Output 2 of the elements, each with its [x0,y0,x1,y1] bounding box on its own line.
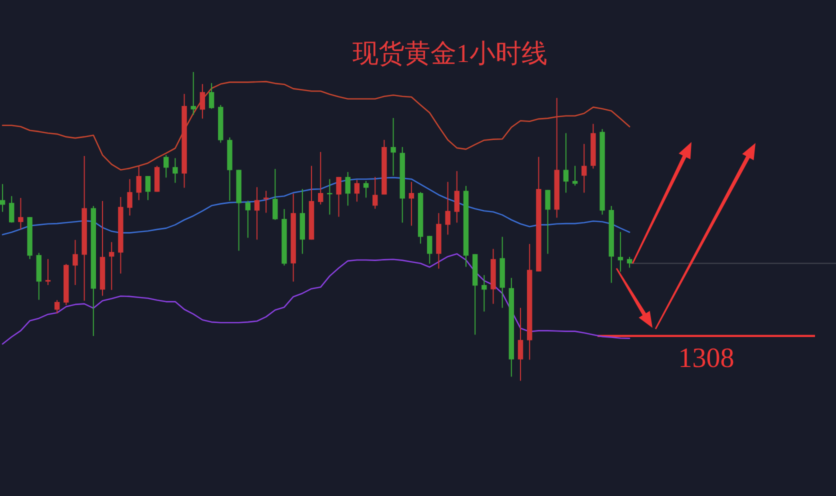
annotation: 1308 [678,342,734,374]
chart-title: 现货黄金1小时线 [352,39,548,68]
